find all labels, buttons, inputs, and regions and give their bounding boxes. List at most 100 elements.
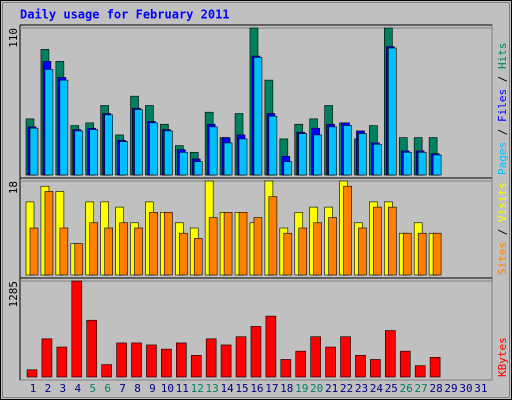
bar <box>253 57 263 176</box>
legend-separator: / <box>496 69 509 89</box>
bar <box>164 130 173 176</box>
x-tick-label: 22 <box>340 382 353 395</box>
bar <box>388 206 397 276</box>
bar <box>328 126 337 176</box>
legend-entry: Visits <box>496 182 509 222</box>
bar <box>265 315 277 378</box>
bar <box>325 346 336 378</box>
bar <box>149 122 158 176</box>
x-tick-label: 3 <box>60 382 67 395</box>
x-tick-label: 23 <box>355 382 368 395</box>
x-tick-label: 29 <box>444 382 457 395</box>
x-tick-label: 11 <box>176 382 189 395</box>
bar <box>417 151 427 176</box>
x-tick-label: 17 <box>265 382 278 395</box>
legend-entry: Hits <box>496 43 509 70</box>
bar <box>417 232 427 276</box>
legend-entry: Sites <box>496 242 509 275</box>
x-tick-label: 20 <box>310 382 323 395</box>
bar <box>89 129 99 176</box>
x-tick-label: 16 <box>250 382 263 395</box>
x-tick-label: 31 <box>474 382 487 395</box>
bar <box>283 232 293 276</box>
bar <box>26 369 38 378</box>
bar <box>355 355 366 378</box>
bar <box>280 359 292 378</box>
x-tick-label: 21 <box>325 382 338 395</box>
bar <box>179 232 188 276</box>
bar <box>131 342 142 378</box>
bar <box>253 217 263 276</box>
x-tick-label: 14 <box>220 382 234 395</box>
x-tick-label: 26 <box>400 382 413 395</box>
y-tick-label: 1285 <box>7 281 20 308</box>
bar <box>385 330 396 378</box>
bar <box>116 342 127 378</box>
bar <box>223 212 233 276</box>
x-tick-label: 15 <box>235 382 248 395</box>
bar <box>149 212 158 276</box>
x-tick-label: 7 <box>119 382 126 395</box>
bar <box>238 138 248 176</box>
bar <box>238 212 248 276</box>
x-tick-label: 27 <box>415 382 428 395</box>
bar <box>298 133 308 176</box>
bar <box>134 227 143 276</box>
bar <box>29 227 39 276</box>
bar <box>298 227 308 276</box>
bar <box>399 350 411 378</box>
bar <box>373 143 382 176</box>
legend: Pages / Files / Hits <box>496 43 509 176</box>
bar <box>220 344 232 378</box>
bar <box>429 357 441 378</box>
bar <box>268 196 278 276</box>
bar <box>44 191 54 276</box>
x-tick-label: 30 <box>459 382 472 395</box>
bar <box>432 232 442 276</box>
x-tick-label: 25 <box>385 382 398 395</box>
legend-separator: / <box>496 222 509 242</box>
bar <box>343 185 352 276</box>
x-tick-label: 28 <box>429 382 442 395</box>
bar <box>190 355 202 378</box>
bar <box>388 47 397 176</box>
x-tick-label: 4 <box>74 382 81 395</box>
bar <box>328 217 337 276</box>
bar <box>373 206 382 276</box>
bar <box>193 238 203 276</box>
bar <box>343 125 352 176</box>
x-tick-label: 9 <box>149 382 156 395</box>
bar <box>71 280 83 378</box>
bar <box>104 114 113 176</box>
bar <box>205 338 217 378</box>
bar <box>340 336 351 378</box>
bar <box>313 134 322 176</box>
x-tick-label: 2 <box>45 382 52 395</box>
bar <box>119 141 128 176</box>
bar <box>313 222 322 276</box>
x-tick-label: 1 <box>30 382 37 395</box>
bar <box>310 336 321 378</box>
bar <box>119 222 128 276</box>
legend-entry: Files <box>496 89 509 122</box>
bar <box>164 212 173 276</box>
x-tick-label: 10 <box>161 382 174 395</box>
bar <box>250 326 262 378</box>
bar <box>74 243 84 276</box>
bar <box>358 227 367 276</box>
x-tick-label: 19 <box>295 382 308 395</box>
x-tick-label: 13 <box>206 382 219 395</box>
bar <box>41 338 53 378</box>
bar <box>208 217 218 276</box>
y-tick-label: 18 <box>7 181 20 194</box>
bar <box>56 346 68 378</box>
bar <box>101 364 112 378</box>
legend: KBytes <box>496 337 509 377</box>
legend-entry: KBytes <box>496 337 509 377</box>
bar <box>295 350 307 378</box>
x-tick-label: 8 <box>134 382 141 395</box>
y-tick-label: 110 <box>7 28 20 48</box>
bar <box>223 142 233 176</box>
legend: Sites / Visits <box>496 182 509 275</box>
